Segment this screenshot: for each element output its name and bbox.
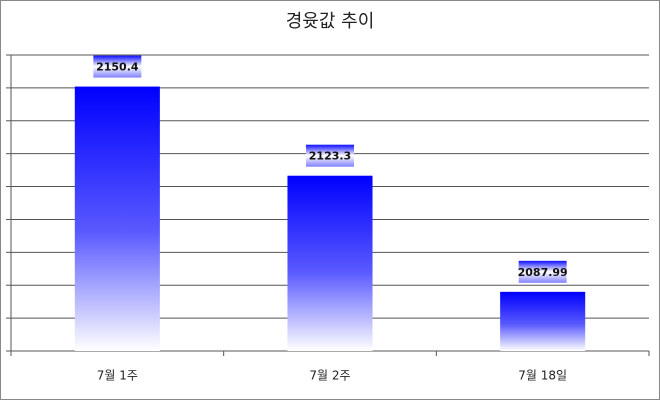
bar xyxy=(287,175,373,351)
value-label: 2123.3 xyxy=(309,150,351,163)
value-label-box xyxy=(306,144,354,167)
value-label-box xyxy=(518,260,567,283)
value-label-box xyxy=(93,55,142,78)
x-tick-label: 7월 1주 xyxy=(97,369,138,383)
bar xyxy=(500,291,586,351)
x-tick-label: 7월 2주 xyxy=(309,369,350,383)
chart-title: 경윳값 추이 xyxy=(286,11,375,32)
x-tick-label: 7월 18일 xyxy=(518,369,567,383)
value-label: 2150.4 xyxy=(96,61,139,74)
bar xyxy=(74,86,160,351)
value-label: 2087.99 xyxy=(518,266,568,279)
